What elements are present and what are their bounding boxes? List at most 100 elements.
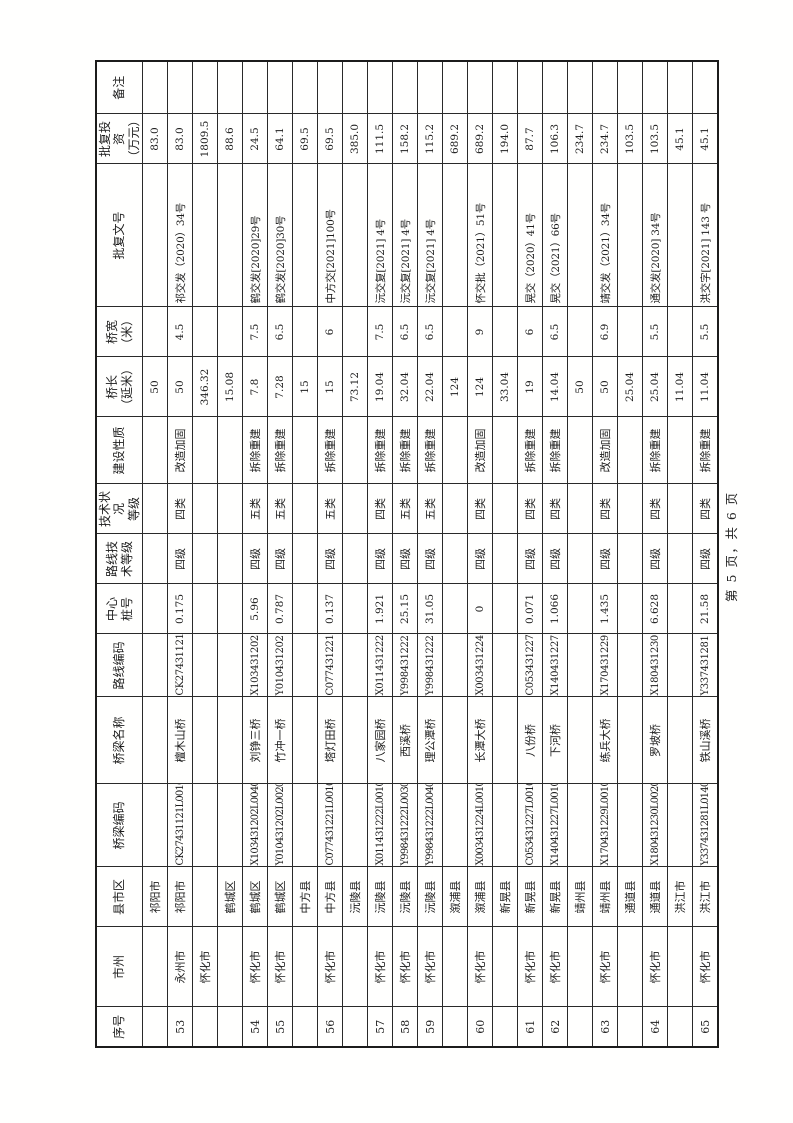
table-cell: 25.04 bbox=[617, 357, 643, 417]
table-cell: 83.0 bbox=[167, 114, 193, 164]
table-cell bbox=[217, 61, 243, 114]
table-cell: 竹冲一桥 bbox=[267, 697, 293, 784]
column-header: 序号 bbox=[96, 1007, 143, 1047]
bridge-table: 序号 市州 县市区 桥梁编码 桥梁名称 路线编码 中心 桩号 路线技 术等级 技术状况 等级 建设… bbox=[95, 60, 719, 1048]
table-cell bbox=[367, 61, 393, 114]
table-cell: 靖交发（2021）34号 bbox=[592, 164, 618, 307]
table-cell bbox=[617, 927, 643, 1007]
column-header: 技术状况 等级 bbox=[96, 484, 143, 534]
subtotal-row: 洪江市 11.04 45.1 bbox=[667, 61, 693, 1047]
table-cell bbox=[667, 697, 693, 784]
table-cell bbox=[617, 1007, 643, 1047]
table-cell bbox=[617, 534, 643, 584]
table-row: 62 怀化市 新晃县 X140431227L0010 下河桥 X140431227 1.06… bbox=[542, 61, 568, 1047]
subtotal-row: 祁阳市 50 83.0 bbox=[142, 61, 168, 1047]
table-cell bbox=[617, 307, 643, 357]
table-cell bbox=[392, 61, 418, 114]
table-cell: C077431221L0010 bbox=[317, 784, 343, 867]
table-cell bbox=[567, 164, 593, 307]
subtotal-row: 中方县 15 69.5 bbox=[292, 61, 318, 1047]
table-cell bbox=[492, 927, 518, 1007]
table-cell: 四类 bbox=[642, 484, 668, 534]
table-cell: 理公潭桥 bbox=[417, 697, 443, 784]
table-cell bbox=[617, 584, 643, 634]
table-cell bbox=[492, 307, 518, 357]
table-cell: 1.066 bbox=[542, 584, 568, 634]
table-cell: 346.32 bbox=[192, 357, 218, 417]
table-cell: X003431224 bbox=[467, 634, 493, 697]
table-cell: 四类 bbox=[692, 484, 718, 534]
table-cell: 晃交（2021）66号 bbox=[542, 164, 568, 307]
table-cell bbox=[217, 164, 243, 307]
table-cell bbox=[667, 61, 693, 114]
table-cell: 洪江市 bbox=[692, 867, 718, 927]
subtotal-row: 新晃县 33.04 194.0 bbox=[492, 61, 518, 1047]
table-cell: 拆除重建 bbox=[417, 417, 443, 484]
table-cell: 15 bbox=[317, 357, 343, 417]
table-cell bbox=[192, 417, 218, 484]
table-cell: 四类 bbox=[167, 484, 193, 534]
table-cell bbox=[667, 307, 693, 357]
table-cell: 怀化市 bbox=[392, 927, 418, 1007]
table-cell: 0.137 bbox=[317, 584, 343, 634]
table-cell bbox=[292, 697, 318, 784]
table-cell: 1.921 bbox=[367, 584, 393, 634]
column-header: 桥宽 （米） bbox=[96, 307, 143, 357]
table-cell: 60 bbox=[467, 1007, 493, 1047]
table-cell bbox=[292, 634, 318, 697]
table-cell: 拆除重建 bbox=[392, 417, 418, 484]
table-cell bbox=[492, 484, 518, 534]
table-cell: 15 bbox=[292, 357, 318, 417]
table-cell bbox=[492, 61, 518, 114]
table-cell: Y337431281 bbox=[692, 634, 718, 697]
table-cell: 洪江市 bbox=[667, 867, 693, 927]
table-cell bbox=[642, 61, 668, 114]
table-cell: 怀化市 bbox=[192, 927, 218, 1007]
table-cell: 7.8 bbox=[242, 357, 268, 417]
table-cell: 下河桥 bbox=[542, 697, 568, 784]
column-header: 批复文号 bbox=[96, 164, 143, 307]
table-cell: 103.5 bbox=[617, 114, 643, 164]
table-cell: 中方县 bbox=[292, 867, 318, 927]
table-cell: 64 bbox=[642, 1007, 668, 1047]
table-cell bbox=[217, 584, 243, 634]
table-cell bbox=[342, 927, 368, 1007]
table-cell: 0.787 bbox=[267, 584, 293, 634]
table-cell: 四级 bbox=[167, 534, 193, 584]
table-cell: 怀化市 bbox=[417, 927, 443, 1007]
table-cell bbox=[617, 634, 643, 697]
table-cell: 45.1 bbox=[692, 114, 718, 164]
table-cell bbox=[142, 484, 168, 534]
table-cell bbox=[292, 307, 318, 357]
table-cell bbox=[192, 164, 218, 307]
table-cell: 83.0 bbox=[142, 114, 168, 164]
table-cell: 晃交（2020）41号 bbox=[517, 164, 543, 307]
table-cell: 158.2 bbox=[392, 114, 418, 164]
table-cell bbox=[567, 534, 593, 584]
table-cell bbox=[442, 307, 468, 357]
table-cell bbox=[292, 784, 318, 867]
table-cell: 四级 bbox=[417, 534, 443, 584]
table-cell bbox=[567, 1007, 593, 1047]
table-cell bbox=[567, 417, 593, 484]
table-cell: 32.04 bbox=[392, 357, 418, 417]
table-cell bbox=[592, 61, 618, 114]
table-cell bbox=[342, 484, 368, 534]
table-cell: 西溪桥 bbox=[392, 697, 418, 784]
table-cell: 4.5 bbox=[167, 307, 193, 357]
table-cell: 五类 bbox=[392, 484, 418, 534]
table-cell bbox=[142, 307, 168, 357]
table-cell: 中方交[2021]100号 bbox=[317, 164, 343, 307]
table-cell bbox=[667, 417, 693, 484]
table-cell: 四级 bbox=[467, 534, 493, 584]
table-cell bbox=[217, 697, 243, 784]
table-cell: 11.04 bbox=[692, 357, 718, 417]
table-cell: C077431221 bbox=[317, 634, 343, 697]
table-cell bbox=[217, 1007, 243, 1047]
table-cell bbox=[542, 61, 568, 114]
table-cell: 73.12 bbox=[342, 357, 368, 417]
table-cell bbox=[567, 634, 593, 697]
table-cell bbox=[442, 1007, 468, 1047]
table-cell: 五类 bbox=[317, 484, 343, 534]
column-header: 备注 bbox=[96, 61, 143, 114]
